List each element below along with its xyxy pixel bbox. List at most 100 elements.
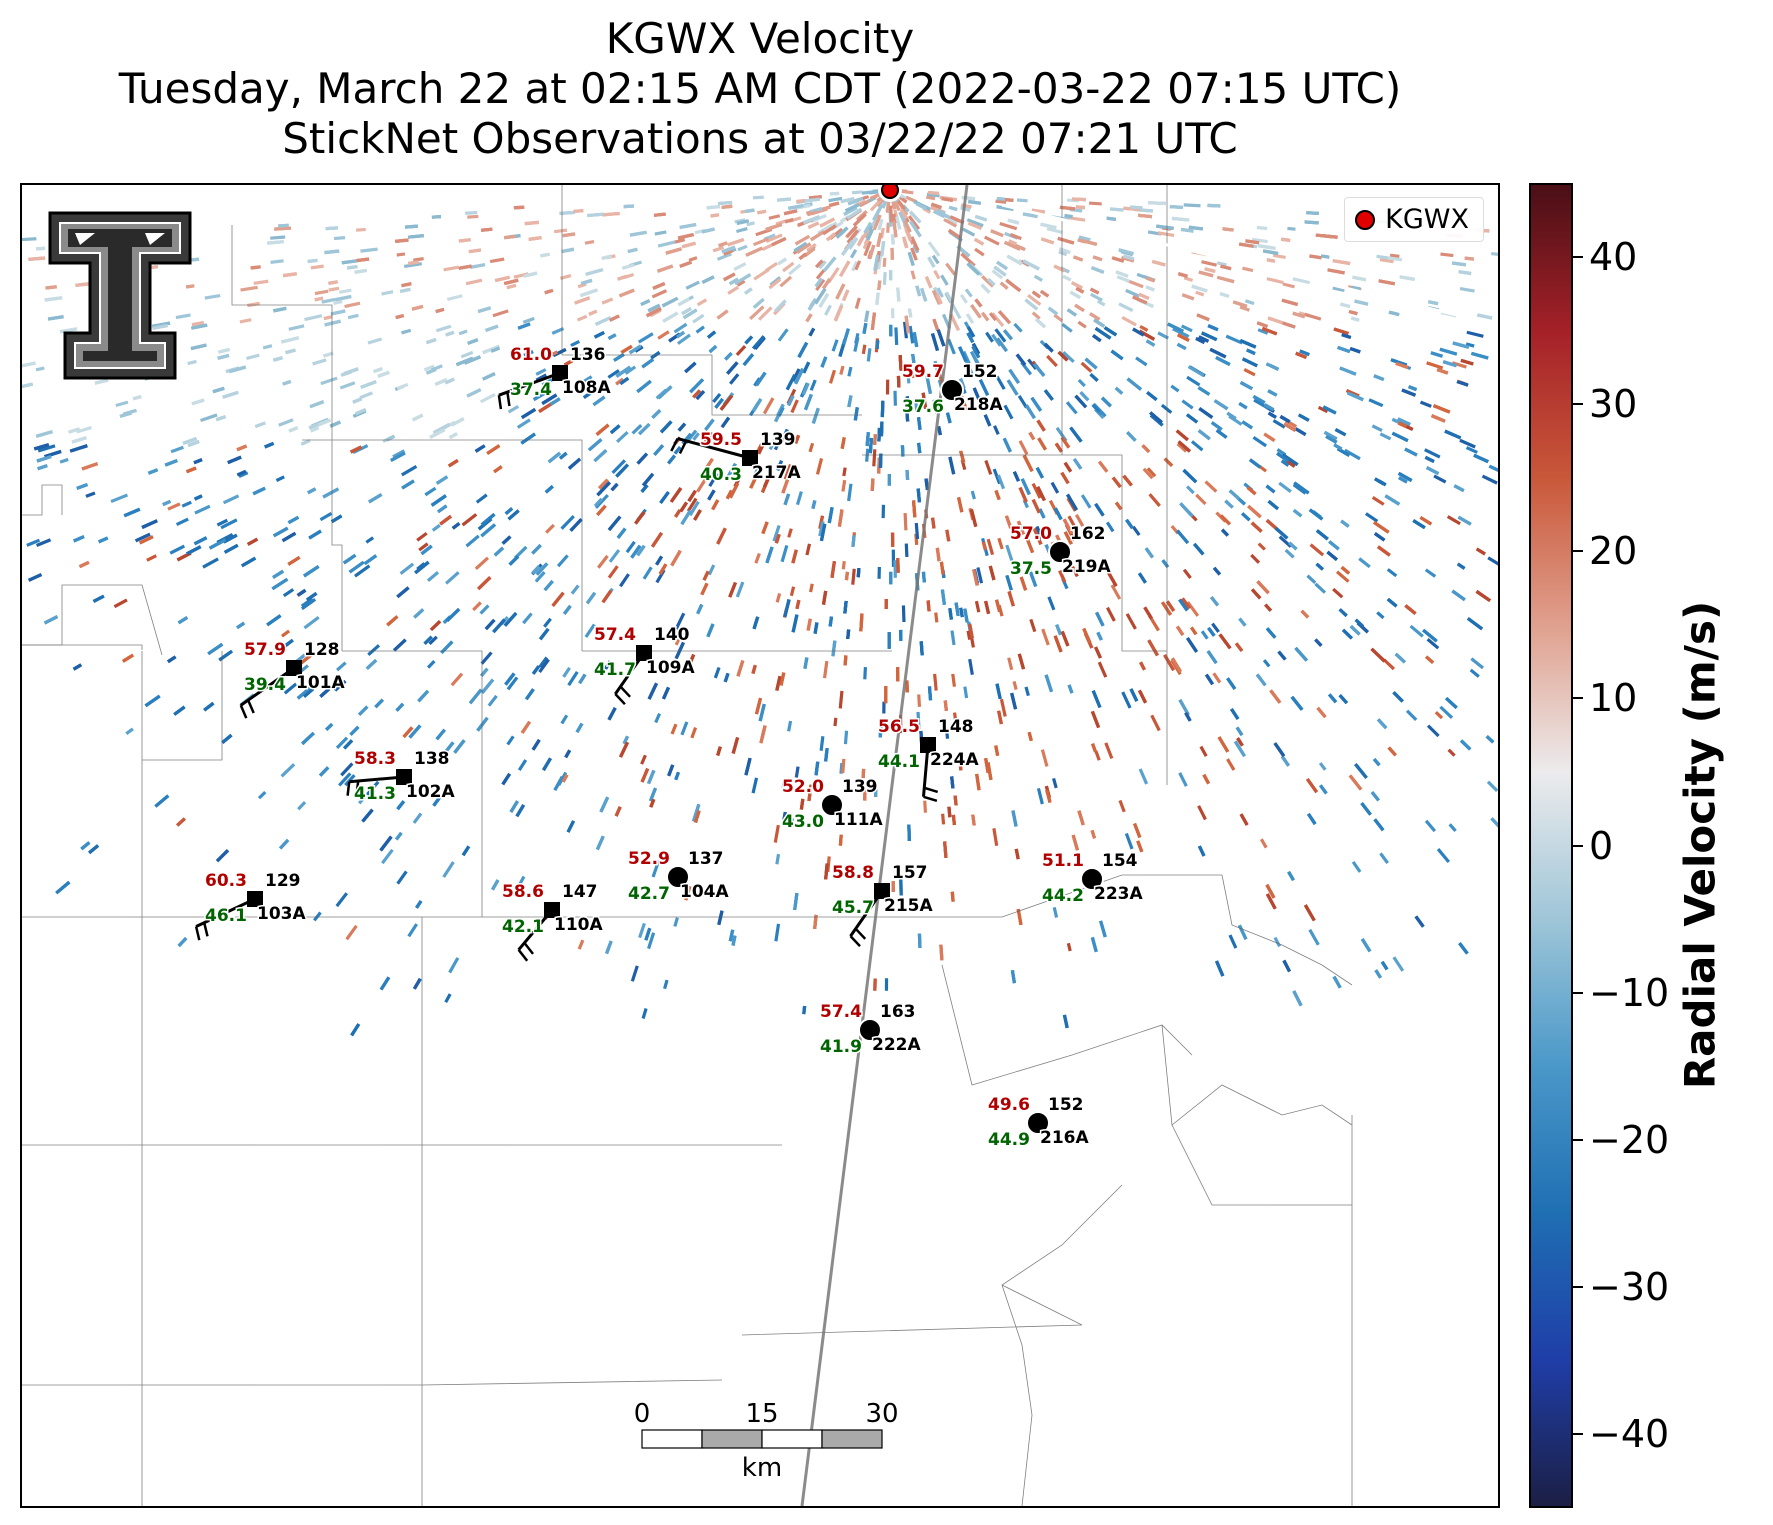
colorbar-tick-label: −10 xyxy=(1589,970,1670,1015)
station-215a[interactable]: 58.8 157 45.7 215A xyxy=(831,862,935,948)
colorbar-tick-label: 20 xyxy=(1589,529,1638,574)
station-id-label: 103A xyxy=(257,904,306,924)
station-id-label: 111A xyxy=(834,810,883,830)
temperature-label: 58.6 xyxy=(502,882,544,902)
station-square-marker xyxy=(396,769,412,785)
wind-barb-flag xyxy=(517,949,529,962)
wind-barb-flag xyxy=(854,927,867,940)
dewpoint-label: 37.5 xyxy=(1010,559,1052,579)
scale-unit: km xyxy=(742,1453,782,1483)
dewpoint-label: 46.1 xyxy=(205,906,247,926)
radar-map[interactable]: 61.0 136 37.4 108A 59.5 139 40.3 217A 59.7 152 37.… xyxy=(22,185,1498,1506)
temperature-label: 51.1 xyxy=(1042,851,1084,871)
station-square-marker xyxy=(552,365,568,381)
wind-barb-shaft xyxy=(498,371,561,397)
temperature-label: 57.0 xyxy=(1010,524,1052,544)
station-110a[interactable]: 58.6 147 42.1 110A xyxy=(501,881,605,962)
wind-direction-label: 154 xyxy=(1102,851,1138,871)
station-id-label: 110A xyxy=(554,915,603,935)
wind-direction-label: 128 xyxy=(304,640,340,660)
wind-barb-shaft xyxy=(239,666,295,707)
map-legend: KGWX xyxy=(1344,197,1484,242)
wind-barb-flag xyxy=(346,781,351,796)
station-circle-marker xyxy=(1026,1111,1050,1135)
dewpoint-label: 41.9 xyxy=(820,1037,862,1057)
wind-direction-label: 140 xyxy=(654,625,690,645)
wind-barb-flag xyxy=(246,699,255,714)
station-102a[interactable]: 58.3 138 41.3 102A xyxy=(346,748,457,806)
wind-direction-label: 138 xyxy=(414,749,450,769)
radial-velocity-field xyxy=(22,187,1498,1037)
wind-barb-shaft xyxy=(195,897,256,928)
station-108a[interactable]: 61.0 136 37.4 108A xyxy=(497,344,613,410)
station-circle-marker xyxy=(820,793,844,817)
station-224a[interactable]: 56.5 148 44.1 224A xyxy=(877,716,981,802)
dewpoint-label: 37.4 xyxy=(510,380,552,400)
station-id-label: 217A xyxy=(752,463,801,483)
wind-barb-flag xyxy=(194,926,201,941)
station-104a[interactable]: 52.9 137 42.7 104A xyxy=(627,848,731,906)
station-square-marker xyxy=(636,645,652,661)
dewpoint-label: 39.4 xyxy=(244,675,286,695)
colorbar-tick-label: −40 xyxy=(1589,1412,1670,1457)
temperature-label: 57.9 xyxy=(244,640,286,660)
state-boundary xyxy=(800,185,969,1506)
title-line-2: Tuesday, March 22 at 02:15 AM CDT (2022-… xyxy=(118,64,1402,113)
figure-title: KGWX Velocity Tuesday, March 22 at 02:15… xyxy=(20,14,1500,164)
station-id-label: 222A xyxy=(872,1035,921,1055)
station-217a[interactable]: 59.5 139 40.3 217A xyxy=(670,429,803,487)
dewpoint-label: 41.7 xyxy=(594,660,636,680)
temperature-label: 60.3 xyxy=(205,871,247,891)
station-109a[interactable]: 57.4 140 41.7 109A xyxy=(593,624,697,706)
station-id-label: 101A xyxy=(296,673,345,693)
temperature-label: 57.4 xyxy=(820,1002,862,1022)
wind-direction-label: 148 xyxy=(938,717,974,737)
wind-barb-flag xyxy=(355,780,360,796)
wind-direction-label: 152 xyxy=(962,362,998,382)
station-id-label: 104A xyxy=(680,882,729,902)
station-101a[interactable]: 57.9 128 39.4 101A xyxy=(239,639,347,719)
wind-direction-label: 129 xyxy=(265,871,301,891)
colorbar-tick-label: −20 xyxy=(1589,1117,1670,1162)
map-panel[interactable]: 61.0 136 37.4 108A 59.5 139 40.3 217A 59.7 152 37.… xyxy=(20,183,1500,1508)
station-103a[interactable]: 60.3 129 46.1 103A xyxy=(194,870,308,941)
colorbar-tick-label: 0 xyxy=(1589,823,1614,868)
station-219a[interactable]: 57.0 162 37.5 219A xyxy=(1009,523,1113,581)
station-223a[interactable]: 51.1 154 44.2 223A xyxy=(1041,850,1145,908)
station-111a[interactable]: 52.0 139 43.0 111A xyxy=(781,776,885,834)
dewpoint-label: 44.2 xyxy=(1042,886,1084,906)
wind-direction-label: 136 xyxy=(570,345,606,365)
texas-tech-logo xyxy=(40,203,200,393)
title-line-3: StickNet Observations at 03/22/22 07:21 … xyxy=(282,114,1238,163)
station-id-label: 219A xyxy=(1062,557,1111,577)
wind-barb-flag xyxy=(670,438,679,452)
title-line-1: KGWX Velocity xyxy=(605,14,915,63)
kgwx-radar-site-marker xyxy=(878,185,902,202)
temperature-label: 52.0 xyxy=(782,777,824,797)
station-218a[interactable]: 59.7 152 37.6 218A xyxy=(901,361,1005,419)
dewpoint-label: 43.0 xyxy=(782,812,824,832)
wind-barb-flag xyxy=(619,685,632,698)
wind-direction-label: 137 xyxy=(688,849,724,869)
temperature-label: 52.9 xyxy=(628,849,670,869)
wind-barb-flag xyxy=(239,704,248,719)
county-boundaries xyxy=(22,185,1353,1506)
temperature-label: 49.6 xyxy=(988,1095,1030,1115)
station-circle-marker xyxy=(1048,540,1072,564)
station-id-label: 224A xyxy=(930,750,979,770)
station-222a[interactable]: 57.4 163 41.9 222A xyxy=(819,1001,923,1059)
dewpoint-label: 37.6 xyxy=(902,397,944,417)
station-circle-marker xyxy=(858,1018,882,1042)
dewpoint-label: 44.9 xyxy=(988,1130,1030,1150)
station-square-marker xyxy=(742,450,758,466)
colorbar-tick-label: 10 xyxy=(1589,676,1638,721)
temperature-label: 61.0 xyxy=(510,345,552,365)
station-square-marker xyxy=(544,902,560,918)
station-circle-marker xyxy=(1080,867,1104,891)
station-circle-marker xyxy=(940,378,964,402)
sticknet-stations: 61.0 136 37.4 108A 59.5 139 40.3 217A 59.7 152 37.… xyxy=(194,344,1145,1152)
wind-direction-label: 147 xyxy=(562,882,598,902)
scale-bar: 0 15 30 km xyxy=(634,1399,899,1483)
station-216a[interactable]: 49.6 152 44.9 216A xyxy=(987,1094,1091,1152)
colorbar-tick-label: 40 xyxy=(1589,234,1638,279)
